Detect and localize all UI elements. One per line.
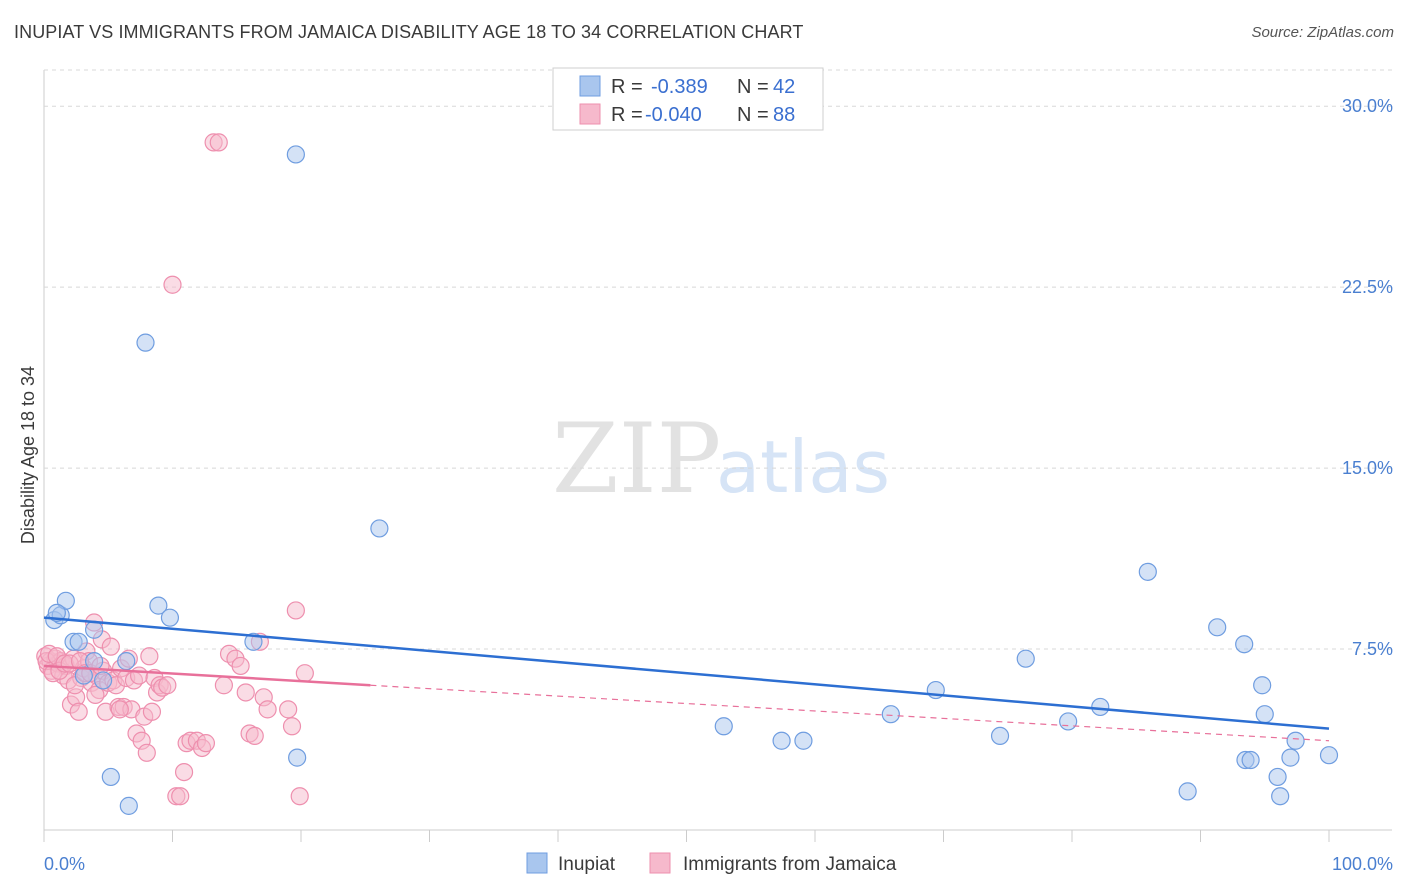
inupiat-point-29 [1208, 618, 1227, 637]
jamaica-point-42 [142, 702, 162, 721]
watermark-atlas: atlas [716, 425, 890, 509]
inupiat-point-35 [1268, 767, 1287, 787]
jamaica-point-73 [295, 664, 314, 683]
trendline-jamaica [43, 664, 371, 687]
jamaica-point-51 [174, 762, 194, 782]
legend-box: R = -0.389 N = 42 R = -0.040 N = 88 [552, 67, 824, 131]
jamaica-point-68 [258, 700, 277, 719]
inupiat-point-33 [1253, 676, 1272, 695]
jamaica-point-50 [171, 787, 190, 806]
jamaica-point-85 [86, 685, 105, 704]
legend-r-label-2: R = [611, 104, 643, 126]
y-tick-label-1: 15.0% [1342, 458, 1393, 478]
jamaica-point-58 [209, 133, 228, 152]
inupiat-point-27 [1138, 562, 1157, 581]
jamaica-point-63 [236, 683, 255, 702]
jamaica-point-87 [110, 700, 129, 719]
jamaica-point-48 [163, 275, 182, 294]
inupiat-point-39 [1319, 746, 1339, 765]
inupiat-point-34 [1255, 705, 1274, 724]
bottom-legend-label-jamaica: Immigrants from Jamaica [683, 854, 897, 875]
jamaica-point-13 [69, 702, 88, 721]
watermark-zip: ZIP [552, 403, 721, 515]
jamaica-point-62 [231, 656, 250, 676]
jamaica-point-26 [101, 637, 120, 656]
inupiat-point-12 [149, 596, 168, 615]
inupiat-point-6 [85, 652, 104, 671]
inupiat-point-19 [772, 731, 791, 750]
y-tick-labels: 7.5% 15.0% 22.5% 30.0% [1342, 96, 1393, 659]
inupiat-point-40 [85, 620, 104, 639]
jamaica-point-65 [245, 726, 264, 746]
legend-swatch-jamaica [579, 103, 601, 125]
jamaica-point-56 [196, 734, 216, 753]
inupiat-point-28 [1178, 782, 1197, 801]
bottom-legend-label-inupiat: Inupiat [558, 854, 616, 875]
inupiat-point-31 [1235, 635, 1254, 654]
inupiat-point-21 [881, 705, 900, 724]
series-jamaica-points [36, 133, 314, 806]
x-tick-label-min: 0.0% [44, 854, 85, 874]
bottom-legend-swatch-inupiat [526, 852, 548, 874]
inupiat-point-32 [1241, 750, 1260, 770]
inupiat-point-2 [56, 591, 75, 610]
watermark: ZIP atlas [552, 403, 890, 515]
trendlines [43, 616, 1330, 742]
legend-swatch-inupiat [579, 75, 601, 97]
trendline-inupiat [43, 616, 1330, 730]
legend-n-label-1: N = [737, 76, 769, 98]
inupiat-point-20 [794, 731, 813, 750]
y-tick-label-0: 7.5% [1352, 639, 1393, 659]
legend-n-label-2: N = [737, 104, 769, 126]
inupiat-point-41 [47, 603, 66, 622]
legend-n-value-2: 88 [773, 104, 795, 126]
inupiat-point-11 [136, 333, 155, 352]
y-tick-label-2: 22.5% [1342, 277, 1393, 297]
legend-r-value-2: -0.040 [645, 104, 702, 126]
jamaica-point-69 [279, 700, 298, 719]
trendline-jamaica-extension [370, 684, 1330, 742]
bottom-legend-swatch-jamaica [649, 852, 671, 874]
jamaica-point-47 [158, 676, 177, 695]
bottom-legend: Inupiat Immigrants from Jamaica [526, 852, 897, 875]
jamaica-point-40 [137, 743, 156, 762]
y-tick-label-3: 30.0% [1342, 96, 1393, 116]
axes [43, 70, 1392, 831]
inupiat-point-37 [1281, 748, 1300, 767]
inupiat-point-9 [117, 652, 136, 671]
inupiat-point-14 [244, 632, 263, 651]
chart-title: INUPIAT VS IMMIGRANTS FROM JAMAICA DISAB… [14, 22, 804, 42]
jamaica-point-41 [140, 647, 159, 666]
inupiat-point-10 [119, 796, 138, 815]
legend-r-label-1: R = [611, 76, 643, 98]
jamaica-point-37 [129, 666, 149, 685]
inupiat-point-38 [1286, 731, 1305, 750]
inupiat-point-23 [990, 726, 1010, 746]
inupiat-point-7 [94, 671, 113, 690]
jamaica-point-71 [286, 601, 305, 620]
inupiat-point-25 [1059, 712, 1078, 731]
inupiat-point-26 [1091, 697, 1110, 717]
jamaica-point-72 [290, 787, 309, 806]
inupiat-point-13 [160, 608, 180, 627]
inupiat-point-36 [1271, 787, 1290, 806]
jamaica-point-59 [214, 676, 233, 695]
x-tick-label-max: 100.0% [1332, 854, 1393, 874]
inupiat-point-17 [370, 519, 389, 538]
legend-r-value-1: -0.389 [651, 76, 708, 98]
x-ticks [43, 830, 1330, 842]
legend-n-value-1: 42 [773, 76, 795, 98]
inupiat-point-15 [286, 145, 305, 164]
jamaica-point-70 [282, 717, 302, 736]
gridlines [44, 69, 1392, 650]
y-axis-label: Disability Age 18 to 34 [18, 366, 38, 544]
inupiat-point-4 [69, 632, 88, 651]
inupiat-point-18 [714, 717, 733, 736]
source-label: Source: ZipAtlas.com [1251, 24, 1394, 41]
inupiat-point-24 [1016, 649, 1035, 668]
inupiat-point-8 [101, 767, 120, 787]
inupiat-point-16 [288, 748, 307, 767]
